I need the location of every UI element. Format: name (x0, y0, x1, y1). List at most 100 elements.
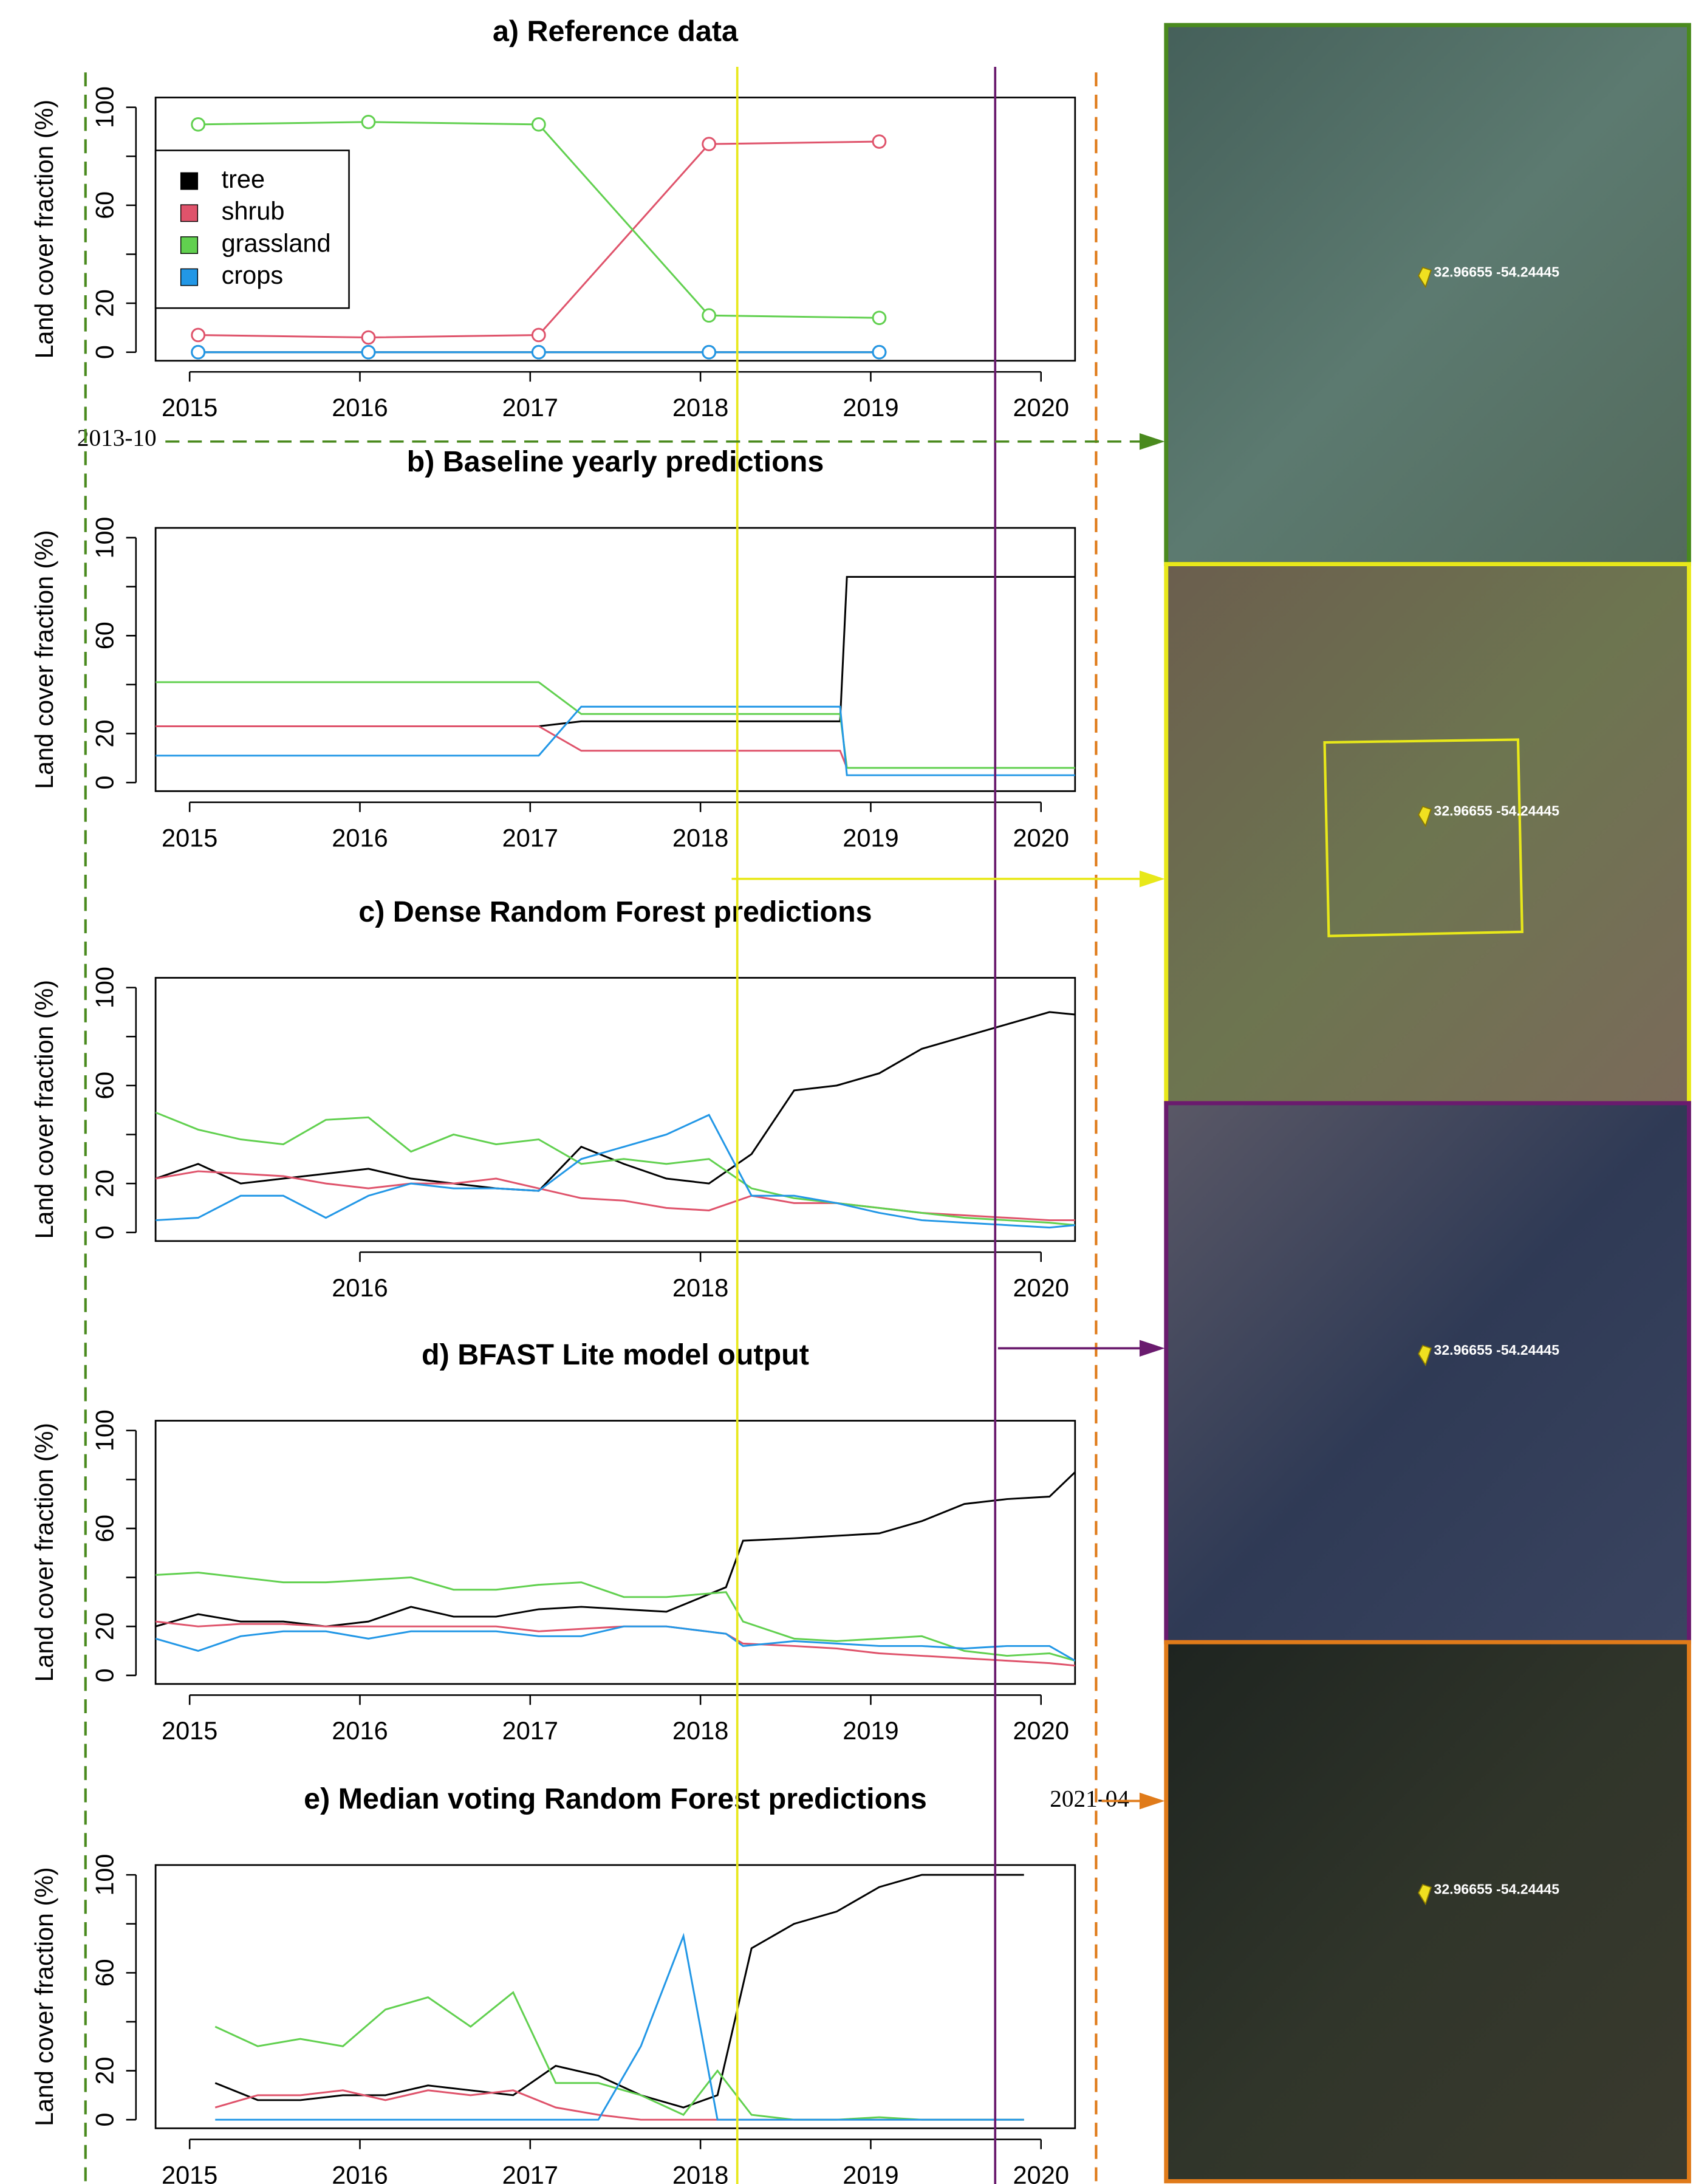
x-tick-label: 2017 (502, 2162, 558, 2184)
y-axis-label: Land cover fraction (%) (30, 530, 58, 789)
x-tick-label: 2015 (162, 2162, 217, 2184)
x-tick-label: 2020 (1013, 824, 1069, 852)
y-axis-label: Land cover fraction (%) (30, 1423, 58, 1682)
data-point (192, 346, 205, 358)
x-tick-label: 2016 (332, 1717, 388, 1745)
chart-title: a) Reference data (493, 15, 739, 48)
series-line (215, 2090, 1024, 2120)
x-tick-label: 2019 (843, 2162, 898, 2184)
x-tick-label: 2020 (1013, 1274, 1069, 1302)
date-annotation: 2013-10 (77, 425, 157, 451)
y-axis-label: Land cover fraction (%) (30, 1867, 58, 2126)
y-tick-label: 60 (91, 1515, 118, 1542)
x-tick-label: 2019 (843, 824, 898, 852)
y-tick-label: 100 (91, 517, 118, 559)
x-tick-label: 2018 (672, 1717, 728, 1745)
y-tick-label: 0 (91, 345, 118, 359)
series-line (156, 1115, 1075, 1227)
legend-swatch (181, 205, 198, 222)
x-tick-label: 2015 (162, 824, 217, 852)
x-tick-label: 2018 (672, 2162, 728, 2184)
satellite-image (1166, 1103, 1689, 1642)
data-point (362, 346, 375, 358)
legend-swatch (181, 269, 198, 286)
data-point (532, 329, 545, 341)
x-tick-label: 2020 (1013, 1717, 1069, 1745)
arrow-head (1140, 1340, 1165, 1357)
x-tick-label: 2016 (332, 1274, 388, 1302)
chart-title: e) Median voting Random Forest predictio… (304, 1782, 927, 1815)
y-tick-label: 20 (91, 1169, 118, 1197)
chart-title: d) BFAST Lite model output (422, 1338, 809, 1371)
satellite-image (1166, 564, 1689, 1103)
y-tick-label: 60 (91, 191, 118, 219)
y-tick-label: 0 (91, 1225, 118, 1239)
x-tick-label: 2016 (332, 394, 388, 422)
data-point (873, 312, 886, 324)
data-point (703, 309, 716, 322)
pin-coordinates: 32.96655 -54.24445 (1434, 803, 1560, 819)
x-tick-label: 2020 (1013, 394, 1069, 422)
chart-panel: e) Median voting Random Forest predictio… (30, 1782, 1075, 2184)
plot-frame (156, 1421, 1075, 1684)
chart-title: b) Baseline yearly predictions (407, 445, 824, 478)
arrow-head (1140, 433, 1165, 450)
pin-coordinates: 32.96655 -54.24445 (1434, 1342, 1560, 1358)
x-tick-label: 2017 (502, 824, 558, 852)
legend-label: shrub (222, 197, 285, 225)
pin-coordinates: 32.96655 -54.24445 (1434, 1881, 1560, 1897)
x-tick-label: 2015 (162, 394, 217, 422)
legend-label: crops (222, 261, 284, 289)
legend-label: grassland (222, 230, 331, 258)
arrow-head (1140, 871, 1165, 888)
y-tick-label: 0 (91, 2113, 118, 2127)
satellite-image (1166, 1642, 1689, 2181)
series-line (156, 707, 1075, 775)
legend-swatch (181, 237, 198, 254)
chart-title: c) Dense Random Forest predictions (358, 895, 872, 928)
y-axis-label: Land cover fraction (%) (30, 980, 58, 1239)
y-tick-label: 60 (91, 621, 118, 649)
x-tick-label: 2019 (843, 394, 898, 422)
x-tick-label: 2018 (672, 824, 728, 852)
x-tick-label: 2018 (672, 1274, 728, 1302)
date-annotation: 2021-04 (1050, 1786, 1129, 1812)
y-tick-label: 60 (91, 1072, 118, 1100)
data-point (703, 138, 716, 151)
series-line (156, 577, 1075, 727)
series-line (156, 1012, 1075, 1191)
data-point (873, 346, 886, 358)
series-line (156, 1171, 1075, 1220)
y-tick-label: 100 (91, 1854, 118, 1896)
pin-coordinates: 32.96655 -54.24445 (1434, 264, 1560, 280)
data-point (192, 118, 205, 131)
y-axis-label: Land cover fraction (%) (30, 100, 58, 359)
y-tick-label: 100 (91, 967, 118, 1008)
y-tick-label: 20 (91, 289, 118, 317)
series-line (215, 1936, 1024, 2120)
series-line (156, 1626, 1075, 1660)
series-line (156, 1112, 1075, 1225)
chart-panel: d) BFAST Lite model output Land cover fra… (30, 1338, 1075, 1745)
series-line (215, 1993, 1024, 2120)
x-tick-label: 2020 (1013, 2162, 1069, 2184)
x-tick-label: 2016 (332, 824, 388, 852)
chart-panel: a) Reference data Land cover fraction (%)… (30, 15, 1075, 422)
data-point (873, 135, 886, 148)
data-point (362, 331, 375, 344)
y-tick-label: 100 (91, 1409, 118, 1451)
series-line (215, 1875, 1024, 2107)
legend-swatch (181, 173, 198, 190)
data-point (532, 118, 545, 131)
x-tick-label: 2017 (502, 1717, 558, 1745)
chart-panel: c) Dense Random Forest predictions Land c… (30, 895, 1075, 1302)
y-tick-label: 60 (91, 1959, 118, 1987)
data-point (703, 346, 716, 358)
x-tick-label: 2016 (332, 2162, 388, 2184)
arrow-head (1140, 1793, 1165, 1810)
data-point (532, 346, 545, 358)
y-tick-label: 100 (91, 86, 118, 128)
x-tick-label: 2017 (502, 394, 558, 422)
x-tick-label: 2018 (672, 394, 728, 422)
figure: 2013-10 2021-04 a) Reference data Land co… (0, 0, 1696, 2184)
